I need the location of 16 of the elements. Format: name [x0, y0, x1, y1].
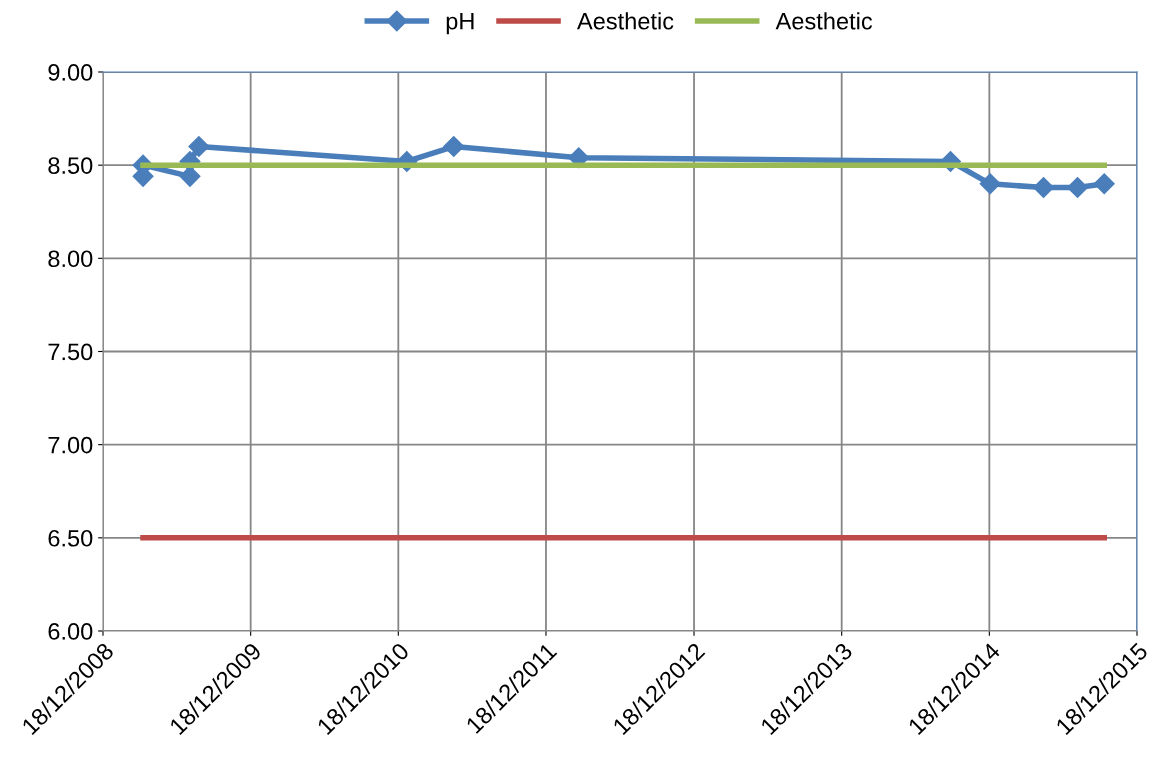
y-tick-label: 7.00	[48, 436, 93, 454]
legend-label: Aesthetic	[775, 12, 873, 30]
point	[1033, 177, 1055, 199]
legend-label: Aesthetic	[576, 12, 674, 30]
y-tick-label: 8.50	[48, 157, 93, 174]
point	[979, 173, 1001, 195]
y-tick-label: 6.50	[48, 529, 93, 547]
point	[443, 136, 465, 158]
y-tick-label: 7.50	[48, 343, 93, 361]
legend-label: pH	[446, 13, 474, 35]
point	[1067, 177, 1089, 199]
y-tick-label: 9.00	[48, 64, 93, 81]
y-tick-label: 8.00	[48, 250, 93, 268]
point	[1093, 173, 1115, 195]
y-tick-label: 6.00	[48, 623, 93, 640]
point	[188, 136, 210, 158]
